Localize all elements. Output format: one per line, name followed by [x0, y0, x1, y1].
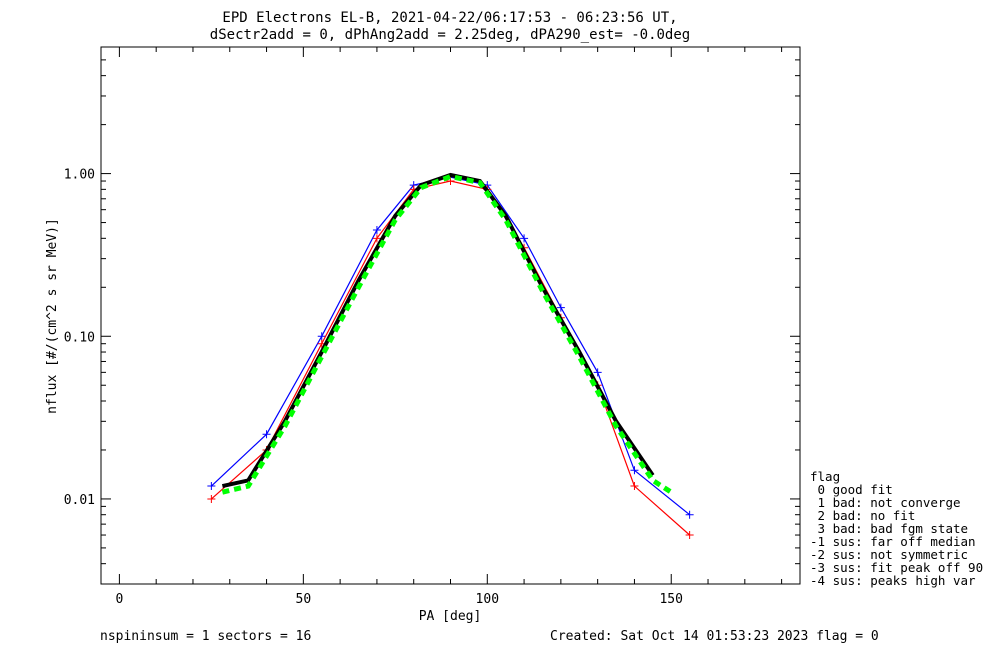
legend-item: 0 good fit — [810, 482, 893, 497]
series-line-1 — [211, 180, 690, 536]
x-tick-label-100: 100 — [476, 592, 499, 607]
plot-frame — [100, 46, 801, 585]
series-line-2 — [221, 172, 655, 489]
legend-item: -3 sus: fit peak off 90 — [810, 560, 983, 575]
legend-item: 3 bad: bad fgm state — [810, 521, 968, 536]
series-1-marker-10 — [630, 482, 639, 491]
legend-item: -2 sus: not symmetric — [810, 547, 968, 562]
chart-subtitle: dSectr2add = 0, dPhAng2add = 2.25deg, dP… — [210, 27, 690, 43]
legend-item: -4 sus: peaks high var — [810, 573, 976, 588]
legend: 0 good fit 1 bad: not converge 2 bad: no… — [810, 482, 983, 588]
legend-item: -1 sus: far off median — [810, 534, 976, 549]
x-tick-label-0: 0 — [115, 592, 123, 607]
series-1-marker-11 — [685, 531, 694, 540]
y-axis-label: nflux [#/(cm^2 s sr MeV)] — [45, 218, 60, 414]
footer-right: Created: Sat Oct 14 01:53:23 2023 flag =… — [550, 629, 879, 644]
legend-title: flag — [810, 469, 840, 484]
series-0-marker-11 — [685, 510, 694, 519]
series-line-3 — [221, 173, 673, 495]
series-0-marker-1 — [262, 430, 271, 439]
series-0-marker-3 — [372, 226, 381, 235]
x-tick-label-50: 50 — [296, 592, 312, 607]
series-0-marker-10 — [630, 466, 639, 475]
series-1-marker-0 — [207, 494, 216, 503]
chart-title: EPD Electrons EL-B, 2021-04-22/06:17:53 … — [222, 10, 677, 26]
axes: 0 50 100 150 0.01 0.10 1.00 — [64, 46, 801, 607]
series-0-marker-2 — [317, 332, 326, 341]
footer-left: nspininsum = 1 sectors = 16 — [100, 629, 311, 644]
series-0-marker-8 — [556, 303, 565, 312]
x-tick-label-150: 150 — [659, 592, 682, 607]
y-tick-label-0: 0.01 — [64, 493, 95, 508]
x-axis-label: PA [deg] — [419, 609, 482, 624]
legend-item: 1 bad: not converge — [810, 495, 961, 510]
plot-lines — [207, 172, 694, 540]
y-tick-label-2: 1.00 — [64, 168, 95, 183]
legend-item: 2 bad: no fit — [810, 508, 915, 523]
series-0-marker-9 — [593, 368, 602, 377]
series-1-marker-3 — [372, 234, 381, 243]
series-0-marker-0 — [207, 482, 216, 491]
series-0-marker-7 — [520, 234, 529, 243]
series-line-0 — [210, 176, 690, 516]
y-tick-label-1: 0.10 — [64, 330, 95, 345]
